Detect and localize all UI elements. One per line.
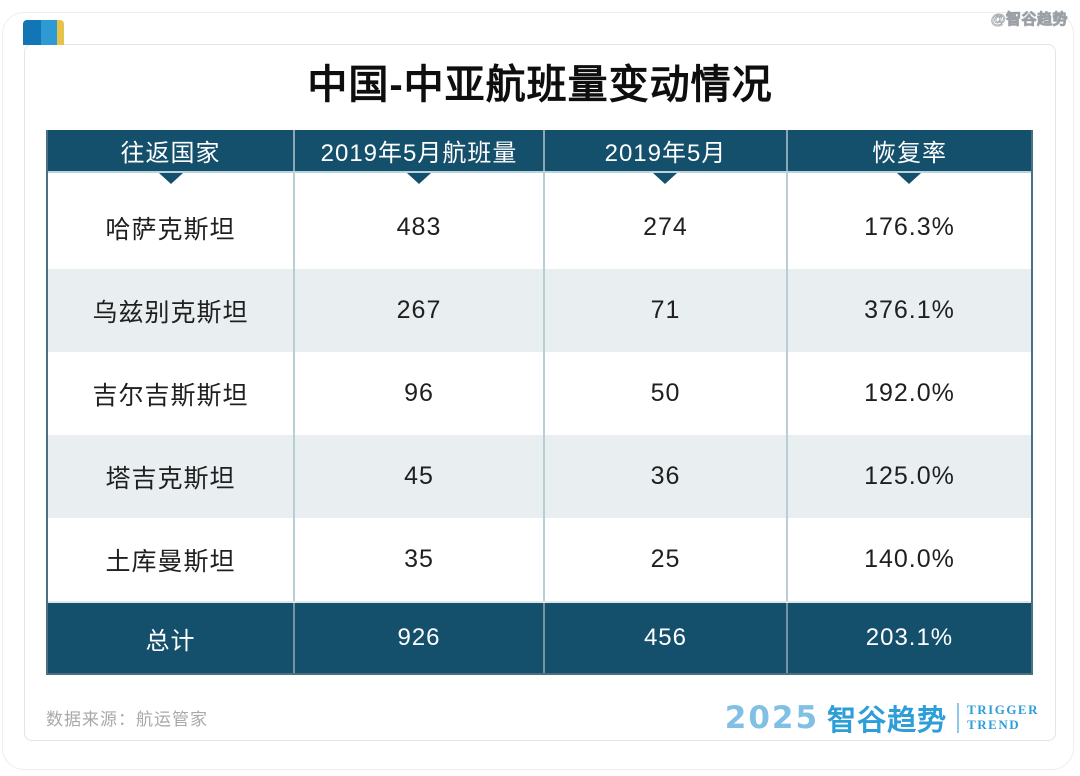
cell-flights-2019: 36: [545, 435, 788, 518]
logo-en-line1: TRIGGER: [967, 702, 1039, 718]
notch-cell: [295, 173, 545, 186]
cell-country: 土库曼斯坦: [48, 518, 296, 601]
content-card: 中国-中亚航班量变动情况 往返国家 2019年5月航班量 2019年5月 恢复率…: [24, 44, 1056, 741]
table-body: 哈萨克斯坦 483 274 176.3% 乌兹别克斯坦 267 71 376.1…: [48, 186, 1031, 601]
table-row-uzbekistan: 乌兹别克斯坦 267 71 376.1%: [48, 269, 1031, 352]
logo-en-line2: TREND: [967, 717, 1021, 732]
cell-flights-2019: 50: [545, 352, 788, 435]
cell-flights-current: 45: [295, 435, 545, 518]
page-title: 中国-中亚航班量变动情况: [307, 63, 773, 107]
cell-recovery-rate: 376.1%: [864, 296, 955, 324]
logo-brand-name: 智谷趋势: [827, 705, 948, 737]
brand-bookmark-icon: [23, 20, 64, 45]
data-source-note: 数据来源：航运管家: [46, 710, 208, 729]
column-header-flights-2019: 2019年5月: [545, 130, 788, 171]
bookmark-dark-blue-stripe: [23, 20, 41, 45]
logo-divider: [957, 703, 960, 733]
cell-recovery-rate: 140.0%: [864, 545, 955, 573]
cell-flights-current: 267: [295, 269, 545, 352]
triangle-down-icon: [407, 173, 431, 184]
total-flights-current: 926: [295, 603, 545, 673]
total-recovery-rate: 203.1%: [865, 624, 954, 651]
bookmark-light-blue-stripe: [41, 20, 57, 45]
column-header-recovery-rate: 恢复率: [871, 140, 947, 167]
notch-cell: [48, 173, 296, 186]
cell-flights-current: 483: [295, 186, 545, 269]
column-header-country: 往返国家: [48, 130, 296, 171]
cell-flights-2019: 274: [545, 186, 788, 269]
cell-country: 塔吉克斯坦: [48, 435, 296, 518]
notch-cell: [545, 173, 788, 186]
bookmark-yellow-stripe: [57, 20, 64, 45]
header-notch-row: [48, 173, 1031, 186]
triangle-down-icon: [158, 173, 183, 184]
triangle-down-icon: [653, 173, 678, 184]
table-row-tajikistan: 塔吉克斯坦 45 36 125.0%: [48, 435, 1031, 518]
total-label: 总计: [48, 603, 296, 673]
logo-en-text: TRIGGER TREND: [967, 702, 1039, 733]
cell-country: 乌兹别克斯坦: [48, 269, 296, 352]
triangle-down-icon: [897, 173, 922, 184]
table-row-turkmenistan: 土库曼斯坦 35 25 140.0%: [48, 518, 1031, 601]
cell-flights-2019: 71: [545, 269, 788, 352]
table-total-row: 总计 926 456 203.1%: [48, 601, 1031, 673]
total-flights-2019: 456: [545, 603, 788, 673]
notch-cell: [788, 173, 1031, 186]
cell-recovery-rate: 176.3%: [864, 213, 955, 241]
cell-flights-2019: 25: [545, 518, 788, 601]
cell-recovery-rate: 125.0%: [864, 462, 955, 490]
watermark: @智谷趋势: [990, 11, 1068, 29]
brand-logo: 2025 智谷趋势 TRIGGER TREND: [725, 697, 1039, 739]
cell-recovery-rate: 192.0%: [864, 379, 955, 407]
column-header-flights-current: 2019年5月航班量: [295, 130, 545, 171]
flight-volume-table: 往返国家 2019年5月航班量 2019年5月 恢复率 哈萨克斯坦 483 27…: [46, 130, 1033, 675]
cell-flights-current: 35: [295, 518, 545, 601]
cell-country: 哈萨克斯坦: [48, 186, 296, 269]
cell-flights-current: 96: [295, 352, 545, 435]
table-row-kazakhstan: 哈萨克斯坦 483 274 176.3%: [48, 186, 1031, 269]
cell-country: 吉尔吉斯斯坦: [48, 352, 296, 435]
table-header-row: 往返国家 2019年5月航班量 2019年5月 恢复率: [48, 130, 1031, 173]
logo-year: 2025: [724, 700, 820, 736]
table-row-kyrgyzstan: 吉尔吉斯斯坦 96 50 192.0%: [48, 352, 1031, 435]
